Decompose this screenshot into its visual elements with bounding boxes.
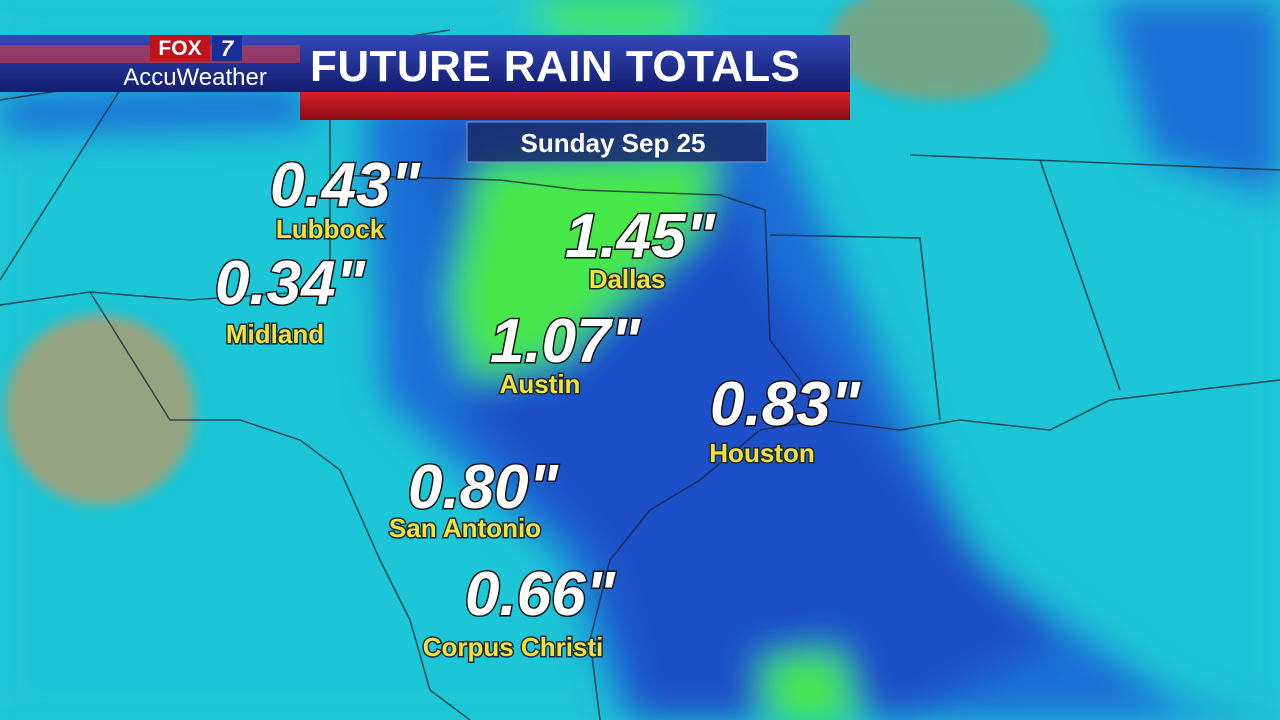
city-labels: 0.43"Lubbock 0.34"Midland 1.45"Dallas 1.07"… — [213, 150, 863, 664]
rain-total: 0.83" — [710, 370, 862, 439]
rain-total: 1.07" — [490, 307, 642, 376]
city-name: Dallas — [589, 264, 666, 294]
brand: AccuWeather — [123, 64, 267, 91]
city-name: Austin — [500, 369, 581, 399]
city-name: San Antonio — [389, 513, 541, 543]
rain-total: 0.34" — [215, 249, 367, 318]
date: Sunday Sep 25 — [521, 128, 706, 158]
rain-total: 0.43" — [270, 151, 422, 220]
city-name: Midland — [226, 319, 324, 349]
logo-text: FOX — [158, 37, 201, 60]
title: FUTURE RAIN TOTALS — [310, 42, 800, 91]
rain-total: 1.45" — [565, 202, 717, 271]
city-name: Lubbock — [276, 214, 385, 244]
terrain — [5, 0, 1050, 505]
header: FOX 7 AccuWeather FUTURE RAIN TOTALS Sun… — [0, 35, 850, 163]
logo-number: 7 — [221, 36, 235, 61]
city-name: Houston — [709, 438, 814, 468]
rain-total: 0.66" — [465, 560, 617, 629]
city-name: Corpus Christi — [423, 632, 604, 662]
rain-total: 0.80" — [408, 453, 560, 522]
